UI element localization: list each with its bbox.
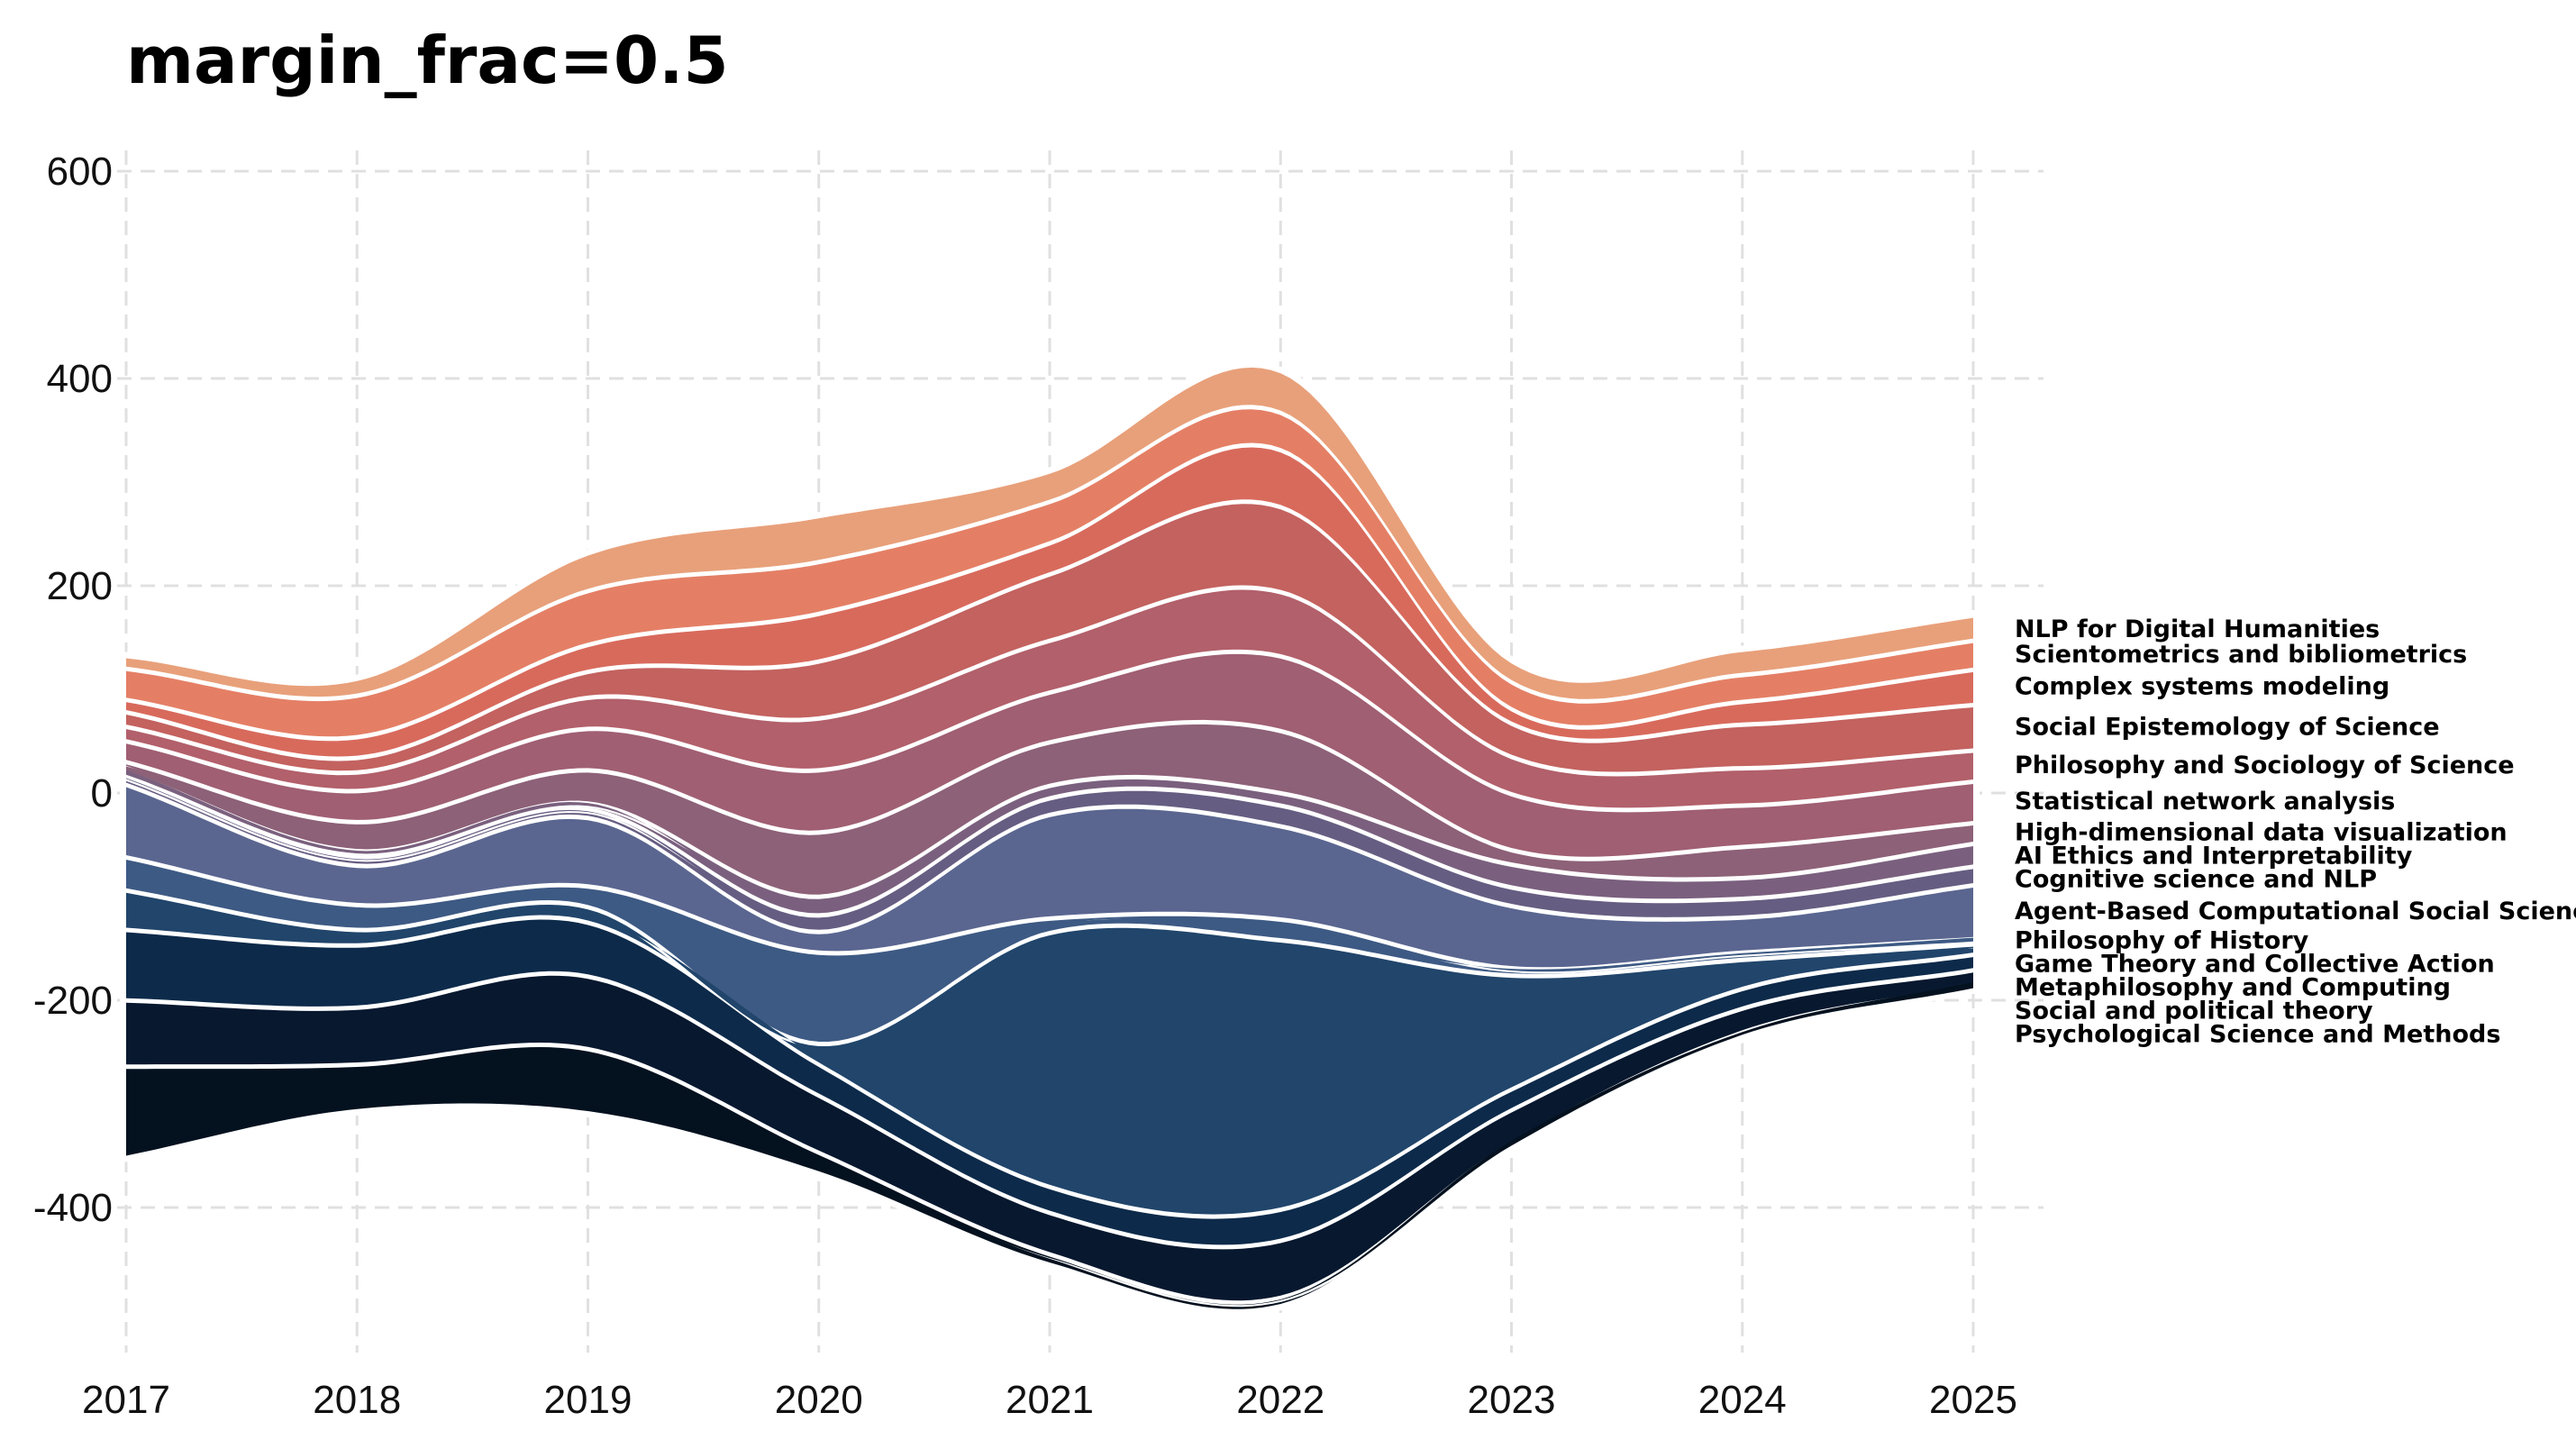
series-label: High-dimensional data visualization — [2015, 819, 2508, 847]
stream-fill — [126, 770, 1973, 909]
series-label: Philosophy and Sociology of Science — [2015, 752, 2515, 779]
x-tick-label: 2018 — [313, 1378, 401, 1422]
series-label: Scientometrics and bibliometrics — [2015, 641, 2467, 669]
stream-fill — [126, 724, 1973, 890]
x-tick-label: 2024 — [1698, 1378, 1787, 1422]
stream-fill — [126, 919, 1973, 1241]
y-tick-label: 400 — [47, 357, 113, 401]
x-tick-label: 2020 — [775, 1378, 863, 1422]
stream-fill — [126, 972, 1973, 1297]
x-tick-label: 2017 — [82, 1378, 170, 1422]
stream-layer — [120, 360, 1980, 706]
x-tick-label: 2025 — [1929, 1378, 2017, 1422]
series-label: Psychological Science and Methods — [2015, 1021, 2500, 1049]
y-tick-label: 600 — [47, 150, 113, 194]
chart-title: margin_frac=0.5 — [126, 23, 729, 98]
series-label: Social Epistemology of Science — [2015, 713, 2440, 741]
series-label: Agent-Based Computational Social Science — [2015, 898, 2576, 925]
y-tick-label: -400 — [33, 1186, 113, 1230]
stream-fill — [126, 371, 1973, 695]
x-axis: 2017 2018 2019 2020 2021 2022 2023 2024 2025 — [82, 1378, 2017, 1422]
series-label: Metaphilosophy and Computing — [2015, 974, 2451, 1002]
x-tick-label: 2021 — [1006, 1378, 1094, 1422]
y-tick-label: -200 — [33, 979, 113, 1023]
y-axis: 600 400 200 0 -200 -400 — [33, 150, 113, 1230]
series-label: AI Ethics and Interpretability — [2015, 843, 2413, 870]
x-tick-label: 2019 — [544, 1378, 633, 1422]
x-tick-label: 2023 — [1468, 1378, 1556, 1422]
stream-fill — [126, 504, 1973, 768]
stream-fill — [126, 653, 1973, 852]
x-tick-label: 2022 — [1236, 1378, 1324, 1422]
y-tick-label: 0 — [91, 771, 113, 816]
series-labels: NLP for Digital HumanitiesScientometrics… — [2015, 615, 2576, 1049]
y-tick-label: 200 — [47, 564, 113, 608]
series-label: NLP for Digital Humanities — [2015, 615, 2380, 643]
series-label: Game Theory and Collective Action — [2015, 951, 2495, 979]
series-label: Social and political theory — [2015, 998, 2373, 1025]
series-label: Cognitive science and NLP — [2015, 866, 2377, 894]
series-label: Complex systems modeling — [2015, 672, 2389, 700]
series-label: Philosophy of History — [2015, 927, 2309, 955]
series-label: Statistical network analysis — [2015, 788, 2395, 816]
stream-fill — [126, 787, 1973, 963]
stream-layers — [120, 360, 1980, 1316]
stream-fill — [126, 589, 1973, 804]
stream-fill — [126, 982, 1973, 1306]
stream-fill — [126, 892, 1973, 1210]
stream-fill — [126, 778, 1973, 925]
